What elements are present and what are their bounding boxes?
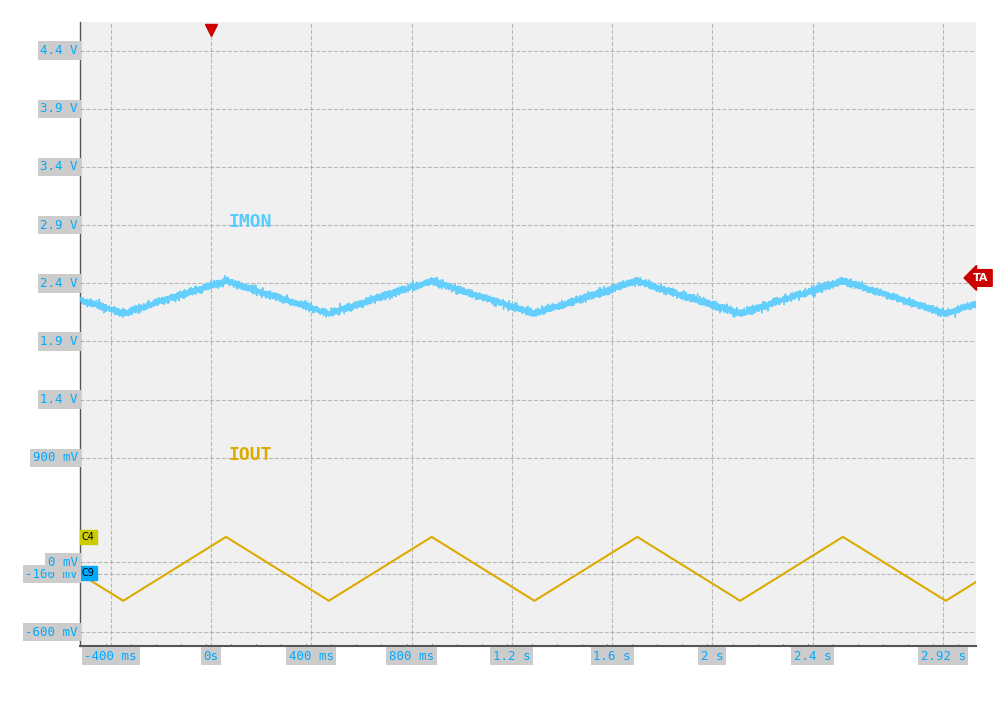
Text: 0 mV: 0 mV [48, 556, 78, 569]
Text: 2 s: 2 s [701, 650, 723, 663]
Text: 0s: 0s [203, 650, 218, 663]
Text: 2.4 V: 2.4 V [40, 276, 78, 290]
Text: -400 ms: -400 ms [85, 650, 137, 663]
Text: 2.92 s: 2.92 s [920, 650, 966, 663]
Text: -600 mV: -600 mV [25, 626, 78, 639]
Text: 3.9 V: 3.9 V [40, 102, 78, 116]
Text: 3.4 V: 3.4 V [40, 160, 78, 174]
Text: 400 ms: 400 ms [289, 650, 334, 663]
Text: 800 ms: 800 ms [389, 650, 434, 663]
Text: 2.9 V: 2.9 V [40, 218, 78, 232]
Text: 1.2 s: 1.2 s [493, 650, 530, 663]
Text: IOUT: IOUT [228, 446, 272, 464]
Text: 1.6 s: 1.6 s [594, 650, 631, 663]
Text: C4: C4 [81, 532, 95, 542]
Text: 2.4 s: 2.4 s [794, 650, 832, 663]
Text: TA: TA [974, 273, 989, 283]
Text: 1.4 V: 1.4 V [40, 393, 78, 406]
Text: C9: C9 [81, 568, 95, 578]
Text: 4.4 V: 4.4 V [40, 44, 78, 57]
Text: -100 mV: -100 mV [25, 568, 78, 581]
Text: 1.9 V: 1.9 V [40, 335, 78, 348]
Text: 900 mV: 900 mV [33, 451, 78, 465]
Text: IMON: IMON [228, 213, 272, 231]
